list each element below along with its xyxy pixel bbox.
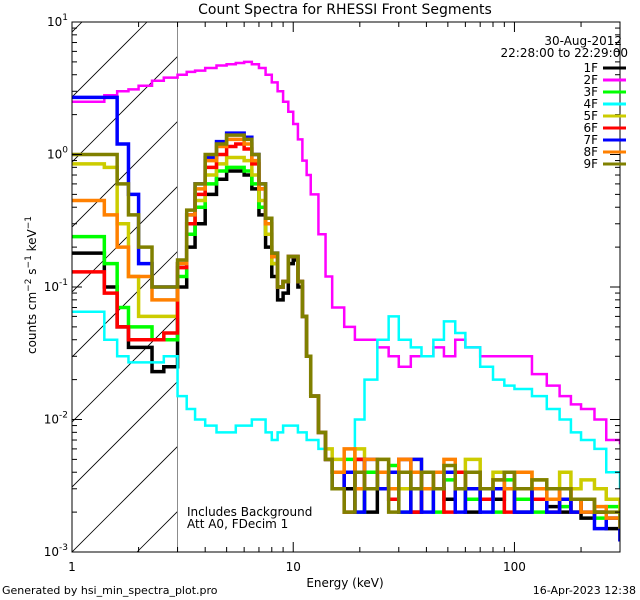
y-tick-base: 10 — [44, 545, 59, 559]
y-tick-label: 100 — [47, 146, 68, 162]
time-range-label: 22:28:00 to 22:29:00 — [501, 46, 628, 60]
hatch-line — [72, 445, 178, 552]
y-tick-exponent: -3 — [59, 543, 68, 553]
y-tick-label: 10-3 — [44, 543, 68, 559]
x-axis-label: Energy (keV) — [306, 576, 383, 590]
legend-label-5F: 5F — [583, 109, 598, 123]
series-7F — [72, 95, 620, 542]
legend-label-1F: 1F — [583, 61, 598, 75]
hatch-line — [72, 22, 83, 33]
y-tick-base: 10 — [44, 280, 59, 294]
series-3F — [72, 165, 620, 522]
y-tick-exponent: -1 — [59, 278, 68, 288]
hatch-line — [0, 22, 17, 552]
y-tick-label: 10-1 — [44, 278, 68, 294]
legend-label-8F: 8F — [583, 145, 598, 159]
series-1F — [72, 169, 620, 542]
legend-label-2F: 2F — [583, 73, 598, 87]
date-label: 30-Aug-2012 — [544, 34, 622, 48]
legend-label-9F: 9F — [583, 157, 598, 171]
legend-label-7F: 7F — [583, 133, 598, 147]
generated-by-label: Generated by hsi_min_spectra_plot.pro — [2, 584, 218, 597]
y-tick-exponent: -2 — [59, 411, 68, 421]
y-tick-base: 10 — [47, 148, 62, 162]
hatch-line — [72, 55, 178, 163]
y-tick-label: 101 — [47, 13, 68, 29]
y-tick-base: 10 — [47, 15, 62, 29]
y-tick-exponent: 0 — [62, 146, 68, 156]
timestamp-label: 16-Apr-2023 12:38 — [533, 584, 636, 597]
legend-label-4F: 4F — [583, 97, 598, 111]
series-9F — [72, 133, 620, 529]
x-tick-label: 1 — [68, 560, 76, 574]
chart-title: Count Spectra for RHESSI Front Segments — [198, 2, 492, 18]
y-axis-label: counts cm−2 s−1 keV−1 — [24, 216, 39, 354]
y-tick-base: 10 — [44, 413, 59, 427]
legend-label-6F: 6F — [583, 121, 598, 135]
hatch-line — [72, 380, 178, 488]
annotation-background: Includes Background — [187, 505, 312, 519]
y-tick-label: 10-2 — [44, 411, 68, 427]
series-group — [72, 60, 620, 542]
y-tick-exponent: 1 — [62, 13, 68, 23]
series-2F — [72, 60, 620, 445]
legend-label-3F: 3F — [583, 85, 598, 99]
hatch-line — [72, 250, 178, 358]
x-tick-label: 10 — [286, 560, 301, 574]
annotation-attenuator: Att A0, FDecim 1 — [187, 517, 288, 531]
x-tick-label: 100 — [503, 560, 526, 574]
